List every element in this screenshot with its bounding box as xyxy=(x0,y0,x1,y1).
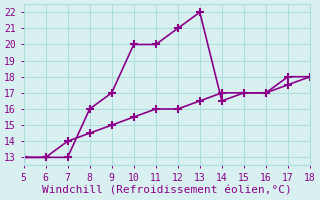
X-axis label: Windchill (Refroidissement éolien,°C): Windchill (Refroidissement éolien,°C) xyxy=(42,186,292,196)
